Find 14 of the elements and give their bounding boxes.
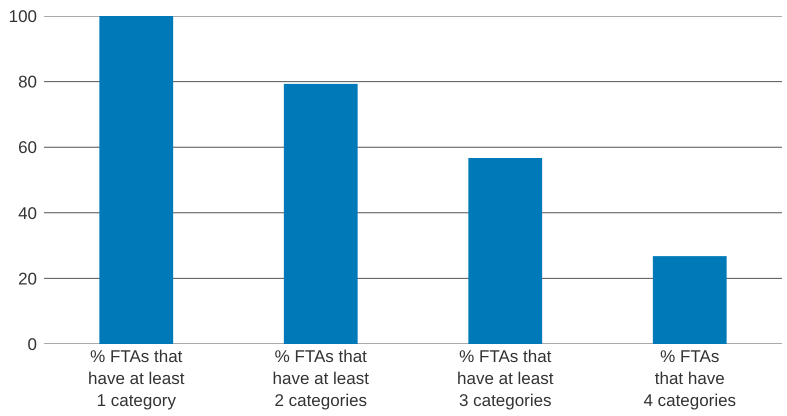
y-tick-label: 60 xyxy=(18,138,37,158)
y-tick-label: 20 xyxy=(18,269,37,288)
y-tick-label: 100 xyxy=(8,6,37,26)
bar xyxy=(652,256,727,344)
x-tick-label: % FTAs that have 4 categories xyxy=(643,347,736,410)
x-tick-label: % FTAs that have at least 1 category xyxy=(88,347,185,410)
y-tick-label: 0 xyxy=(28,334,37,354)
y-tick-label: 80 xyxy=(18,72,37,92)
x-tick-label: % FTAs that have at least 3 categories xyxy=(457,347,554,410)
bar xyxy=(468,158,542,344)
y-tick-label: 40 xyxy=(18,204,37,223)
bar xyxy=(284,84,358,344)
x-tick-label: % FTAs that have at least 2 categories xyxy=(272,347,370,410)
bar xyxy=(99,16,174,344)
